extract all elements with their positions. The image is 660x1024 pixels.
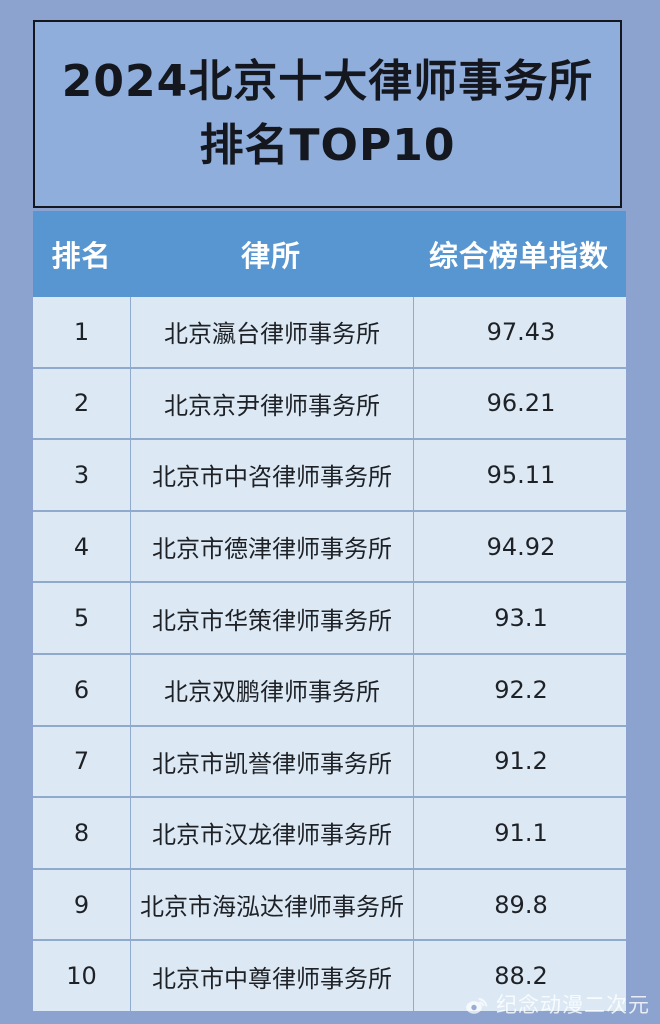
rank-cell: 3	[73, 460, 90, 489]
score-cell: 92.2	[413, 654, 628, 725]
rank-cell: 2	[73, 389, 90, 418]
rank-cell: 7	[73, 747, 90, 776]
firm-cell: 北京双鹏律师事务所	[130, 654, 413, 725]
table-row: 2 北京京尹律师事务所 96.21	[33, 366, 628, 439]
rank-cell: 5	[73, 604, 90, 633]
table-row: 7 北京市凯誉律师事务所 91.2	[33, 724, 628, 797]
score-cell: 93.1	[413, 583, 628, 653]
table-row: 4 北京市德津律师事务所 94.92	[33, 509, 628, 582]
table-row: 3 北京市中咨律师事务所 95.11	[33, 438, 626, 510]
table-row: 9 北京市海泓达律师事务所 89.8	[33, 867, 628, 940]
firm-cell: 北京市德津律师事务所	[130, 511, 413, 582]
ranking-table: 排名 律所 综合榜单指数 1 北京瀛台律师事务所 97.43 2 北京京尹律师事务所 96…	[33, 211, 626, 1011]
score-cell: 96.21	[413, 368, 628, 439]
table-row: 5 北京市华策律师事务所 93.1	[33, 581, 626, 653]
rank-cell: 9	[73, 890, 90, 919]
table-body: 1 北京瀛台律师事务所 97.43 2 北京京尹律师事务所 96.21 3 北京市中咨律师事务…	[33, 297, 626, 1011]
score-cell: 94.92	[413, 511, 628, 582]
column-header-score: 综合榜单指数	[428, 239, 609, 273]
score-cell: 95.11	[413, 440, 628, 510]
column-header-firm: 律所	[240, 239, 301, 273]
score-cell: 97.43	[413, 297, 628, 367]
rank-cell: 10	[66, 962, 97, 991]
score-cell: 91.2	[413, 726, 628, 797]
rank-cell: 4	[73, 532, 90, 561]
page-title: 2024北京十大律师事务所排名TOP10	[61, 56, 594, 171]
column-header-rank: 排名	[51, 239, 112, 273]
rank-cell: 8	[73, 818, 90, 847]
firm-cell: 北京市海泓达律师事务所	[130, 869, 413, 940]
rank-cell: 1	[73, 317, 90, 346]
score-cell: 91.1	[413, 798, 628, 868]
table-header-row: 排名 律所 综合榜单指数	[33, 211, 626, 297]
firm-cell: 北京京尹律师事务所	[130, 368, 413, 439]
title-box: 2024北京十大律师事务所排名TOP10	[33, 20, 622, 208]
watermark-text: 纪念动漫二次元	[496, 993, 650, 1017]
firm-cell: 北京市汉龙律师事务所	[130, 798, 413, 868]
rank-cell: 6	[73, 675, 90, 704]
table-row: 1 北京瀛台律师事务所 97.43	[33, 297, 626, 367]
firm-cell: 北京瀛台律师事务所	[130, 297, 413, 367]
table-row: 10 北京市中尊律师事务所 88.2	[33, 939, 626, 1011]
table-row: 6 北京双鹏律师事务所 92.2	[33, 652, 628, 725]
table-row: 8 北京市汉龙律师事务所 91.1	[33, 796, 626, 868]
score-cell: 89.8	[413, 869, 628, 940]
firm-cell: 北京市中尊律师事务所	[130, 941, 413, 1011]
firm-cell: 北京市凯誉律师事务所	[130, 726, 413, 797]
weibo-icon	[465, 992, 489, 1016]
firm-cell: 北京市中咨律师事务所	[130, 440, 413, 510]
watermark: 纪念动漫二次元	[465, 989, 650, 1019]
score-cell: 88.2	[413, 941, 628, 1011]
firm-cell: 北京市华策律师事务所	[130, 583, 413, 653]
